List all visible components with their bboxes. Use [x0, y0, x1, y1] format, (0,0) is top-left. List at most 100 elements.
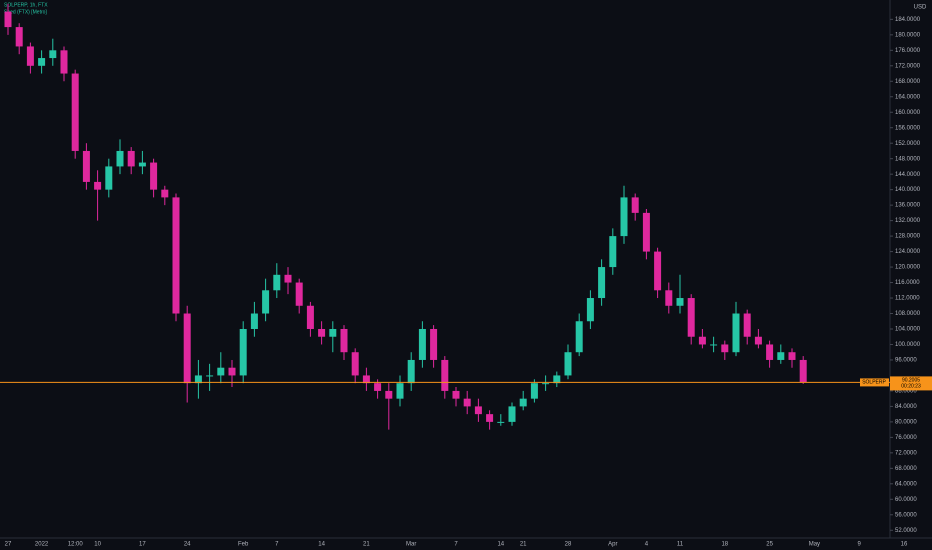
- price-label-bg: [890, 376, 932, 391]
- y-tick-label: 148.0000: [895, 156, 921, 162]
- y-tick-label: 60.0000: [895, 497, 917, 503]
- candle-body: [396, 383, 404, 399]
- candle-body: [430, 328, 438, 360]
- x-tick-label: 10: [94, 542, 101, 548]
- candle-body: [441, 359, 449, 391]
- x-tick-label: 21: [520, 542, 527, 548]
- candle-body: [250, 313, 258, 329]
- candle-body: [217, 367, 225, 376]
- candle-body: [620, 197, 628, 237]
- candle-body: [508, 406, 516, 422]
- candle-body: [642, 212, 650, 252]
- x-tick-label: 18: [721, 542, 728, 548]
- candle-body: [239, 328, 247, 376]
- candle-body: [71, 73, 79, 151]
- y-tick-label: 100.0000: [895, 342, 921, 348]
- candle-body: [340, 328, 348, 353]
- candle-body: [329, 328, 337, 337]
- x-tick-label: May: [809, 542, 820, 548]
- y-tick-label: 52.0000: [895, 528, 917, 534]
- candle-body: [362, 375, 370, 384]
- candle-body: [183, 313, 191, 384]
- candle-body: [598, 267, 606, 299]
- x-tick-label: 12:00: [68, 542, 84, 548]
- y-tick-label: 128.0000: [895, 234, 921, 240]
- x-tick-label: 7: [275, 542, 279, 548]
- candle-body: [788, 352, 796, 360]
- x-tick-label: 27: [5, 542, 12, 548]
- candle-body: [799, 359, 807, 383]
- x-tick-label: 2022: [35, 542, 49, 548]
- candle-body: [374, 383, 382, 391]
- y-tick-label: 132.0000: [895, 218, 921, 224]
- y-tick-label: 156.0000: [895, 125, 921, 131]
- x-tick-label: 24: [184, 542, 191, 548]
- candle-body: [575, 321, 583, 353]
- candle-body: [127, 150, 135, 167]
- candle-body: [631, 197, 639, 213]
- candle-body: [586, 298, 594, 322]
- candle-body: [418, 328, 426, 360]
- candle-body: [407, 359, 415, 384]
- candle-body: [609, 236, 617, 268]
- x-tick-label: 21: [363, 542, 370, 548]
- x-tick-label: 14: [497, 542, 504, 548]
- y-tick-label: 180.0000: [895, 32, 921, 38]
- candle-body: [777, 352, 785, 360]
- candle-body: [206, 375, 214, 377]
- candle-body: [766, 344, 774, 360]
- candle-body: [105, 166, 113, 190]
- candle-body: [754, 336, 762, 345]
- candle-body: [172, 197, 180, 314]
- candle-body: [228, 367, 236, 376]
- candle-body: [665, 290, 673, 306]
- candle-body: [721, 344, 729, 353]
- candle-body: [194, 375, 202, 384]
- candle-body: [150, 162, 158, 190]
- symbol-label: SOLPERP: [862, 380, 886, 386]
- x-tick-label: 4: [645, 542, 649, 548]
- candle-body: [519, 398, 527, 407]
- candle-body: [530, 383, 538, 399]
- y-tick-label: 84.0000: [895, 404, 917, 410]
- candle-body: [463, 398, 471, 407]
- y-tick-label: 136.0000: [895, 203, 921, 209]
- x-tick-label: 17: [139, 542, 146, 548]
- candle-body: [116, 150, 124, 167]
- candle-body: [452, 390, 460, 399]
- candle-body: [161, 189, 169, 198]
- candle-body: [273, 274, 281, 291]
- x-tick-label: 11: [677, 542, 684, 548]
- y-tick-label: 184.0000: [895, 17, 921, 23]
- x-tick-label: 16: [901, 542, 908, 548]
- candle-body: [542, 383, 550, 385]
- candle-body: [284, 274, 292, 283]
- x-tick-label: 14: [318, 542, 325, 548]
- candle-body: [94, 181, 102, 190]
- candle-body: [26, 46, 34, 66]
- y-tick-label: 176.0000: [895, 48, 921, 54]
- symbol-label-bg: [860, 378, 889, 387]
- chart-title: SOLPERP, 1h, FTX: [4, 2, 48, 8]
- candle-body: [318, 328, 326, 337]
- currency: USD: [914, 5, 927, 11]
- candle-body: [385, 390, 393, 399]
- y-tick-label: 124.0000: [895, 249, 921, 255]
- y-tick-label: 112.0000: [895, 296, 920, 302]
- candle-body: [295, 282, 303, 306]
- candle-body: [698, 336, 706, 345]
- y-tick-label: 172.0000: [895, 63, 921, 69]
- y-tick-label: 108.0000: [895, 311, 921, 317]
- y-tick-label: 80.0000: [895, 419, 917, 425]
- candle-body: [49, 50, 57, 59]
- y-tick-label: 104.0000: [895, 327, 921, 333]
- x-tick-label: Mar: [406, 542, 416, 548]
- candle-body: [564, 352, 572, 376]
- candle-body: [306, 305, 314, 329]
- candle-body: [60, 50, 68, 74]
- indicator-name: Seed (FTX) [Metro]: [4, 9, 47, 15]
- x-tick-label: 25: [766, 542, 773, 548]
- candle-body: [732, 313, 740, 353]
